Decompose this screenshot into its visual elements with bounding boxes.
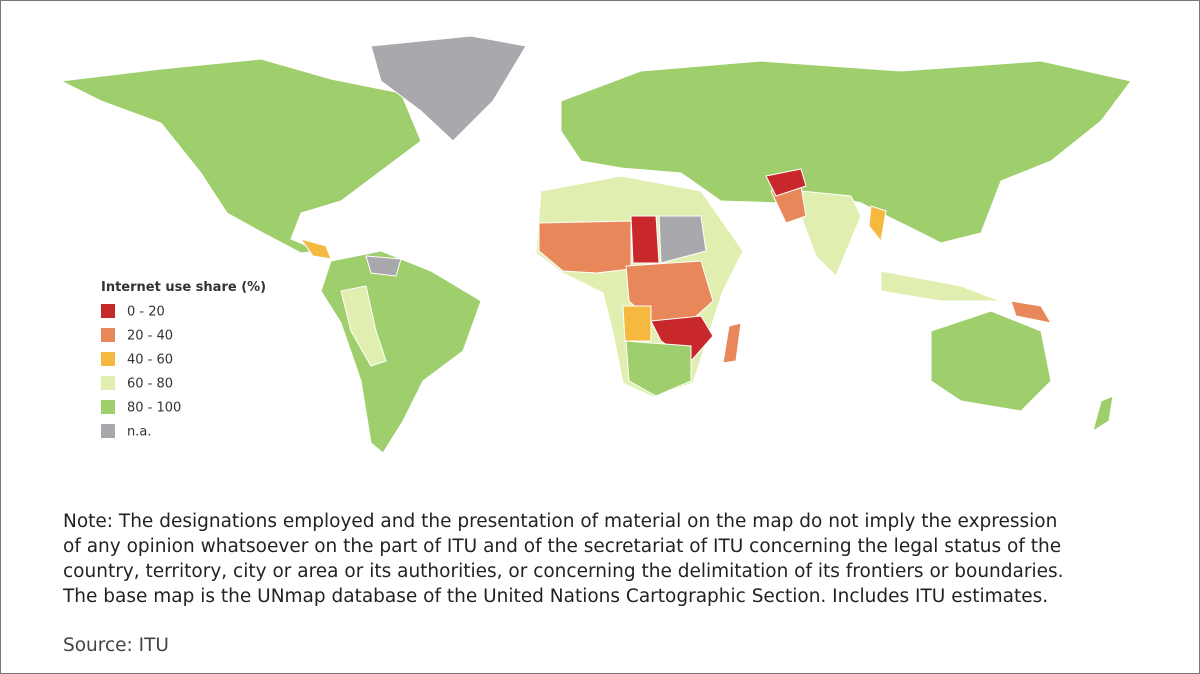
note-line: country, territory, city or area or its … [63, 561, 1064, 582]
afghanistan [765, 168, 807, 197]
eurasia [560, 60, 1132, 244]
legend-swatch [101, 352, 115, 366]
south-america [320, 250, 482, 454]
legend-label: 60 - 80 [127, 377, 173, 392]
greenland [370, 35, 527, 142]
note-line: of any opinion whatsoever on the part of… [63, 536, 1062, 557]
world-map [59, 35, 1132, 454]
legend-swatch [101, 304, 115, 318]
india [800, 190, 862, 277]
indonesia [880, 270, 1002, 302]
source: Source: ITU [63, 635, 169, 656]
legend-swatch [101, 328, 115, 342]
note-line: Note: The designations employed and the … [63, 511, 1058, 532]
angola [622, 305, 652, 342]
legend: 0 - 20 20 - 40 40 - 60 60 - 80 80 - 100 n.a. [101, 304, 181, 440]
chad [630, 215, 660, 264]
legend-swatch [101, 376, 115, 390]
southern-africa [625, 340, 692, 397]
north-america [59, 58, 422, 254]
legend-label: 20 - 40 [127, 329, 173, 344]
south-america-west [340, 285, 387, 367]
australia [930, 310, 1052, 412]
central-america [299, 238, 332, 260]
legend-label: 40 - 60 [127, 353, 173, 368]
legend-label: n.a. [127, 425, 151, 440]
venezuela [365, 255, 402, 277]
papua-new-guinea [1010, 300, 1052, 324]
myanmar [868, 205, 887, 243]
legend-title: Internet use share (%) [101, 280, 266, 295]
legend-label: 0 - 20 [127, 305, 165, 320]
legend-swatch [101, 400, 115, 414]
new-zealand [1092, 395, 1114, 433]
southeast-africa [650, 315, 714, 362]
legend-swatch [101, 424, 115, 438]
note-line: The base map is the UNmap database of th… [63, 586, 1049, 607]
sudan [658, 215, 707, 264]
map: Internet use share (%) 0 - 20 20 - 40 40 -… [59, 35, 1132, 454]
madagascar [722, 322, 742, 364]
legend-label: 80 - 100 [127, 401, 181, 416]
note: Note: The designations employed and the … [63, 509, 1173, 609]
